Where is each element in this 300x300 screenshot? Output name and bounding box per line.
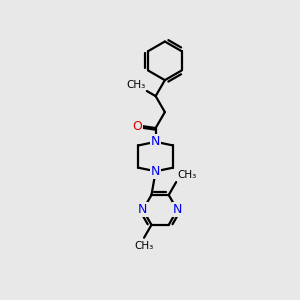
- Text: CH₃: CH₃: [126, 80, 146, 90]
- Text: N: N: [138, 203, 148, 216]
- Text: CH₃: CH₃: [134, 241, 154, 251]
- Text: CH₃: CH₃: [178, 170, 197, 180]
- Text: N: N: [151, 135, 160, 148]
- Text: N: N: [173, 203, 182, 216]
- Text: O: O: [133, 120, 142, 133]
- Text: N: N: [151, 165, 160, 178]
